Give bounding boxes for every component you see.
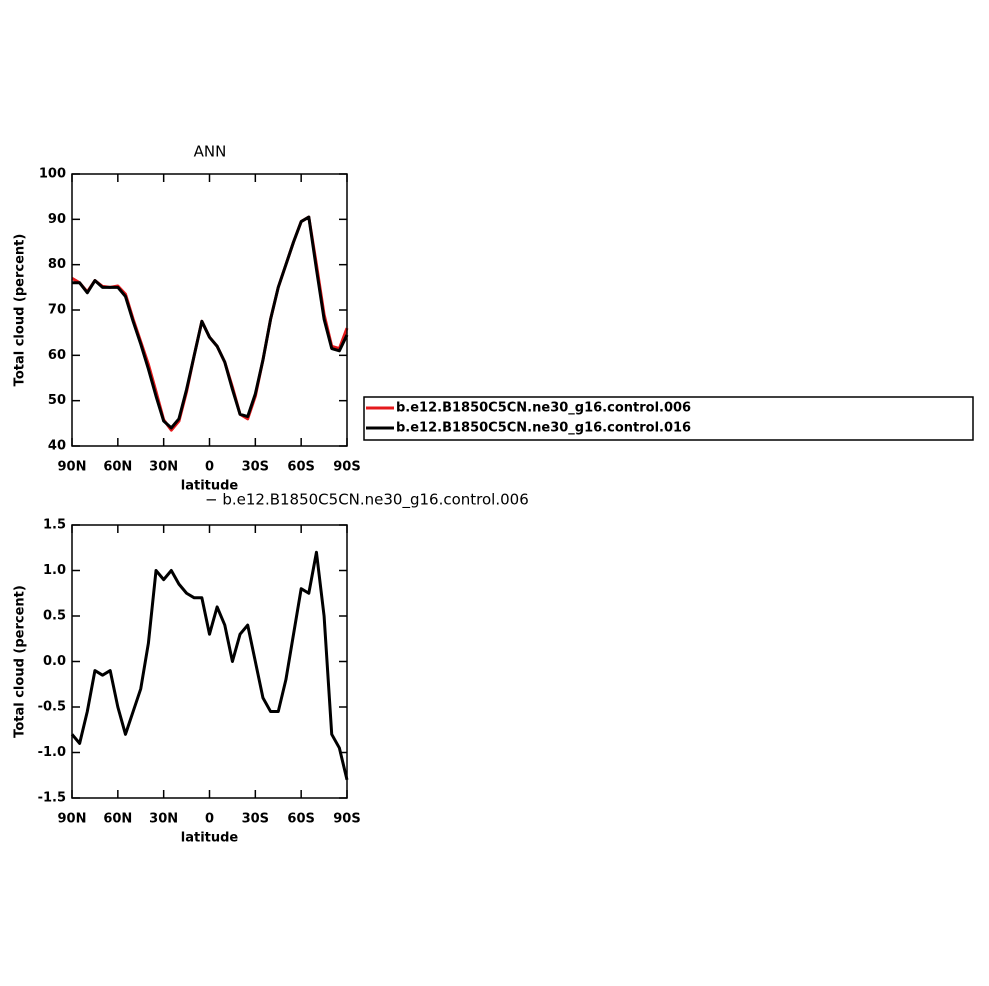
chart-title: − b.e12.B1850C5CN.ne30_g16.control.006 xyxy=(205,491,529,510)
x-tick-label: 30N xyxy=(149,812,178,827)
x-tick-label: 90S xyxy=(333,460,360,475)
legend-label: b.e12.B1850C5CN.ne30_g16.control.006 xyxy=(396,401,691,416)
y-tick-label: -1.0 xyxy=(38,745,66,760)
y-tick-label: 0.0 xyxy=(43,654,66,669)
data-line xyxy=(70,550,349,781)
y-axis-label: Total cloud (percent) xyxy=(13,585,28,738)
y-tick-label: 1.0 xyxy=(43,563,66,578)
y-tick-label: 1.5 xyxy=(43,518,66,533)
x-tick-label: 0 xyxy=(205,460,214,475)
chart-title: ANN xyxy=(194,143,227,161)
y-tick-label: -1.5 xyxy=(38,791,66,806)
data-line xyxy=(71,215,349,432)
y-tick-label: 40 xyxy=(48,439,66,454)
legend-label: b.e12.B1850C5CN.ne30_g16.control.016 xyxy=(396,421,691,436)
x-tick-label: 90N xyxy=(58,812,87,827)
x-tick-label: 0 xyxy=(205,812,214,827)
x-tick-label: 90N xyxy=(58,460,87,475)
x-tick-label: 30S xyxy=(242,460,269,475)
legend-box xyxy=(363,396,974,441)
x-tick-label: 60N xyxy=(103,812,132,827)
y-tick-label: 90 xyxy=(48,212,66,227)
x-tick-label: 30S xyxy=(242,812,269,827)
x-tick-label: 60N xyxy=(103,460,132,475)
plot-frame xyxy=(71,173,348,447)
data-line xyxy=(72,215,349,430)
y-tick-label: -0.5 xyxy=(38,700,66,715)
x-tick-label: 30N xyxy=(149,460,178,475)
y-axis-label: Total cloud (percent) xyxy=(13,234,28,387)
x-axis-label: latitude xyxy=(181,479,239,494)
y-tick-label: 70 xyxy=(48,303,66,318)
x-tick-label: 60S xyxy=(287,460,314,475)
y-tick-label: 0.5 xyxy=(43,609,66,624)
x-tick-label: 60S xyxy=(287,812,314,827)
y-tick-label: 50 xyxy=(48,393,66,408)
y-tick-label: 100 xyxy=(39,167,66,182)
y-tick-label: 60 xyxy=(48,348,66,363)
plot-frame xyxy=(71,524,348,799)
y-tick-label: 80 xyxy=(48,257,66,272)
x-axis-label: latitude xyxy=(181,831,239,846)
x-tick-label: 90S xyxy=(333,812,360,827)
